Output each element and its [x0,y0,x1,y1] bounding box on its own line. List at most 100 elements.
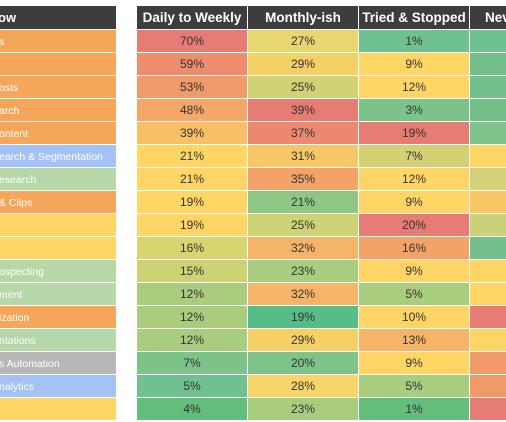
row-label: ization [0,312,30,324]
row-label-bg [0,352,116,374]
heatmap-cell [470,283,506,305]
heatmap-cell [359,53,469,75]
row-label: osts [0,82,18,94]
heatmap-cell [248,122,358,144]
row-label: ntations [0,335,36,347]
cell-value: 53% [180,80,204,94]
heatmap-cell [470,306,506,328]
row-label-bg [0,168,116,190]
cell-value: 9% [405,356,423,370]
heatmap-cell [137,260,247,282]
heatmap-cell [470,375,506,397]
heatmap-cell [137,99,247,121]
heatmap-cell [248,352,358,374]
heatmap-cell [359,168,469,190]
cell-value: 12% [180,310,204,324]
column-header-1: Monthly-ish [265,10,341,25]
row-label: ontent [0,128,28,140]
heatmap-cell [248,191,358,213]
heatmap-cell [359,375,469,397]
heatmap-cell [470,30,506,52]
left-header-bg [0,6,116,29]
cell-value: 48% [180,103,204,117]
cell-value: 20% [402,218,426,232]
heatmap-cell [137,214,247,236]
heatmap-cell [470,76,506,98]
heatmap-cell [470,260,506,282]
heatmap-cell [359,352,469,374]
column-header-bg [248,6,358,29]
cell-value: 7% [405,149,423,163]
cell-value: 23% [291,402,315,416]
cell-value: 39% [291,103,315,117]
cell-value: 59% [180,57,204,71]
cell-value: 5% [405,379,423,393]
column-header-0: Daily to Weekly [143,10,242,25]
cell-value: 32% [291,287,315,301]
cell-value: 23% [291,264,315,278]
cell-value: 19% [402,126,426,140]
heatmap-cell [470,214,506,236]
cell-value: 19% [291,310,315,324]
row-label-bg [0,145,116,167]
row-label: earch & Segmentation [0,151,103,163]
heatmap-cell [248,53,358,75]
cell-value: 19% [180,195,204,209]
heatmap-cell [359,214,469,236]
cell-value: 12% [180,287,204,301]
row-label: s Automation [0,358,60,370]
heatmap-cell [470,122,506,144]
row-label-bg [0,76,116,98]
row-label-bg [0,306,116,328]
cell-value: 9% [405,264,423,278]
heatmap-cell [359,76,469,98]
cell-value: 35% [291,172,315,186]
row-label: & Clips [0,197,32,209]
heatmap-cell [137,122,247,144]
heatmap-cell [248,398,358,420]
cell-value: 21% [291,195,315,209]
column-header-bg [137,6,247,29]
cell-value: 1% [405,34,423,48]
heatmap-cell [359,306,469,328]
heatmap-cell [137,237,247,259]
heatmap-cell [137,306,247,328]
heatmap-cell [248,237,358,259]
cell-value: 5% [405,287,423,301]
heatmap-cell [470,237,506,259]
row-label-bg [0,214,116,236]
heatmap-cell [248,283,358,305]
heatmap-cell [137,30,247,52]
column-header-bg [470,6,506,29]
row-label-bg [0,30,116,52]
heatmap-cell [248,260,358,282]
column-header-bg [359,6,469,29]
heatmap-cell [137,352,247,374]
row-label: esearch [0,174,37,186]
heatmap-cell [248,30,358,52]
heatmap-cell [359,260,469,282]
cell-value: 37% [291,126,315,140]
heatmap-cell [137,145,247,167]
heatmap-cell [248,99,358,121]
cell-value: 12% [402,172,426,186]
row-label: nalytics [0,381,34,393]
heatmap-cell [359,237,469,259]
row-label-bg [0,375,116,397]
column-header-3: Nev [485,10,506,25]
cell-value: 16% [180,241,204,255]
cell-value: 16% [402,241,426,255]
heatmap-cell [359,191,469,213]
cell-value: 3% [405,103,423,117]
cell-value: 13% [402,333,426,347]
row-label: s [0,36,4,48]
left-header-text: ow [0,10,17,25]
cell-value: 29% [291,57,315,71]
row-label-bg [0,329,116,351]
row-label-bg [0,260,116,282]
heatmap-cell [137,283,247,305]
cell-value: 15% [180,264,204,278]
heatmap-cell [470,329,506,351]
row-label-bg [0,53,116,75]
